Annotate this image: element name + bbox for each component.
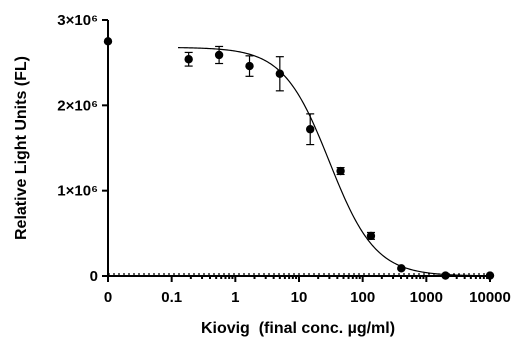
- data-point: [336, 166, 345, 176]
- x-tick-label: 100: [350, 289, 375, 306]
- x-tick-label: 10: [291, 289, 308, 306]
- data-point: [214, 50, 224, 60]
- y-tick-label: 2×10⁶: [57, 97, 98, 114]
- x-tick-label: 0.1: [161, 289, 182, 306]
- x-tick-label: 1: [231, 289, 239, 306]
- x-tick-label: 1000: [410, 289, 443, 306]
- x-axis-title: Kiovig (final conc. µg/ml): [201, 320, 395, 337]
- data-point: [485, 271, 495, 280]
- axes: [107, 20, 490, 277]
- data-point: [245, 61, 254, 71]
- data-points: [103, 37, 495, 280]
- fit-curve: [178, 47, 491, 277]
- y-tick-label: 1×10⁶: [57, 183, 98, 200]
- data-point: [275, 69, 285, 78]
- y-axis-title: Relative Light Units (FL): [13, 56, 30, 240]
- data-point: [184, 55, 193, 64]
- data-point: [397, 264, 406, 273]
- data-point: [441, 271, 450, 280]
- y-ticks: 0 1×10⁶ 2×10⁶ 3×10⁶: [57, 12, 108, 285]
- x-tick-label: 0: [104, 289, 112, 306]
- y-tick-label: 3×10⁶: [57, 12, 98, 29]
- x-tick-label: 10000: [469, 289, 511, 306]
- data-point: [103, 37, 113, 46]
- data-point: [306, 125, 315, 134]
- y-tick-label: 0: [90, 268, 98, 285]
- x-ticks: 0 0.1 1 10 100 1000 10000: [104, 276, 511, 306]
- data-point: [366, 231, 376, 241]
